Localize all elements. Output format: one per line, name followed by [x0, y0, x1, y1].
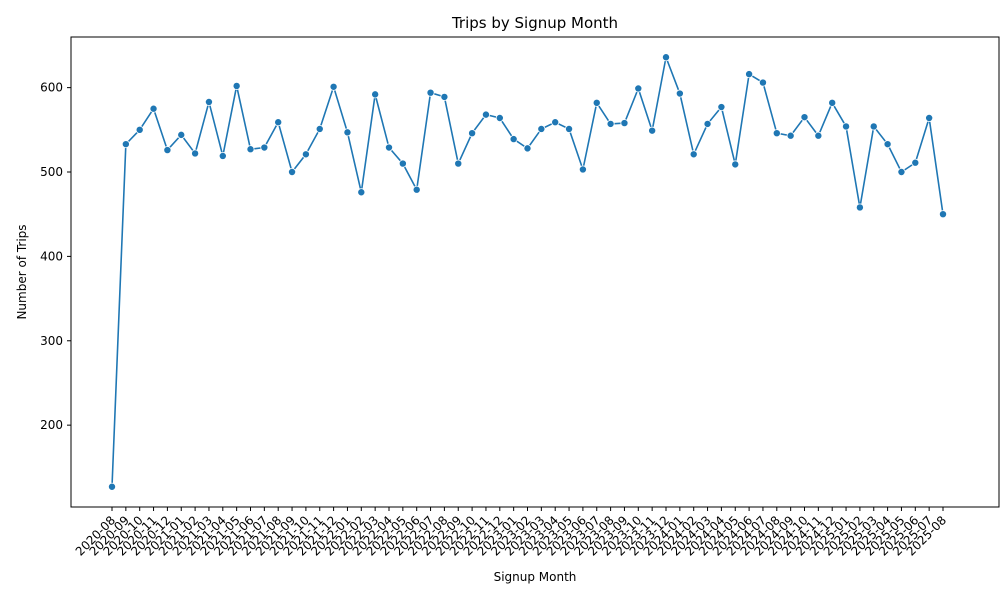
series-points	[108, 53, 948, 491]
data-point	[135, 125, 144, 134]
data-point	[648, 126, 657, 135]
data-point	[689, 150, 698, 159]
data-point	[703, 119, 712, 128]
data-point	[565, 124, 574, 133]
data-point	[772, 129, 781, 138]
data-point	[357, 188, 366, 197]
data-point	[204, 97, 213, 106]
data-point	[398, 159, 407, 168]
data-point	[578, 165, 587, 174]
y-tick-label: 500	[40, 165, 63, 179]
x-axis: 2020-082020-092020-102020-112020-122021-…	[73, 507, 949, 559]
data-point	[177, 130, 186, 139]
series-line	[111, 54, 944, 487]
data-point	[246, 145, 255, 154]
data-point	[232, 81, 241, 90]
data-point	[620, 119, 629, 128]
data-point	[855, 203, 864, 212]
data-point	[412, 185, 421, 194]
data-point	[371, 90, 380, 99]
data-point	[842, 122, 851, 131]
data-point	[675, 89, 684, 98]
data-point	[454, 159, 463, 168]
data-point	[925, 114, 934, 123]
chart-title: Trips by Signup Month	[451, 14, 618, 32]
data-point	[329, 82, 338, 91]
data-point	[814, 131, 823, 140]
data-point	[551, 118, 560, 127]
data-point	[426, 88, 435, 97]
data-point	[592, 98, 601, 107]
data-point	[509, 135, 518, 144]
data-point	[800, 113, 809, 122]
data-point	[731, 160, 740, 169]
y-axis-label: Number of Trips	[15, 224, 29, 319]
y-tick-label: 200	[40, 418, 63, 432]
data-point	[440, 92, 449, 101]
y-tick-label: 600	[40, 81, 63, 95]
data-point	[218, 151, 227, 160]
data-point	[121, 140, 130, 149]
data-point	[108, 482, 117, 491]
data-point	[634, 84, 643, 93]
plot-frame	[70, 36, 1000, 508]
data-point	[343, 128, 352, 137]
x-axis-label: Signup Month	[494, 570, 577, 584]
data-point	[384, 143, 393, 152]
data-point	[869, 122, 878, 131]
data-point	[481, 110, 490, 119]
data-point	[468, 129, 477, 138]
data-point	[288, 168, 297, 177]
y-tick-label: 400	[40, 249, 63, 263]
data-point	[897, 168, 906, 177]
data-point	[717, 103, 726, 112]
data-point	[786, 131, 795, 140]
data-point	[315, 124, 324, 133]
data-point	[745, 70, 754, 79]
data-point	[260, 143, 269, 152]
data-point	[662, 53, 671, 62]
data-point	[149, 104, 158, 113]
data-point	[163, 146, 172, 155]
y-axis: 200 300 400 500 600	[40, 81, 71, 432]
data-point	[274, 118, 283, 127]
data-point	[537, 124, 546, 133]
data-point	[495, 114, 504, 123]
data-point	[883, 140, 892, 149]
data-point	[191, 149, 200, 158]
y-tick-label: 300	[40, 334, 63, 348]
data-point	[301, 150, 310, 159]
data-point	[523, 144, 532, 153]
data-point	[606, 119, 615, 128]
data-point	[828, 98, 837, 107]
data-point	[939, 210, 948, 219]
data-point	[911, 158, 920, 167]
data-point	[758, 78, 767, 87]
